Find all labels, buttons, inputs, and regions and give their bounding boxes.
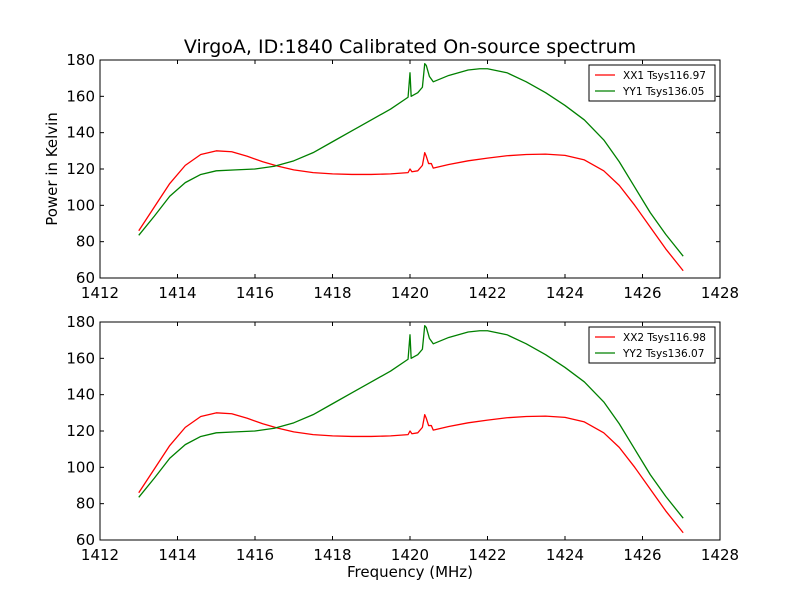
subplot-1: 1412 1414 1416 1418 1420 1422 1424 1426 1428 60 80… — [66, 51, 739, 302]
legend-entry: XX1 Tsys116.97 — [623, 70, 706, 82]
x-tick-label: 1428 — [701, 284, 739, 302]
x-tick-label: 1414 — [158, 546, 196, 564]
chart-title: VirgoA, ID:1840 Calibrated On-source spe… — [184, 36, 636, 58]
legend-entry: XX2 Tsys116.98 — [623, 332, 706, 344]
x-tick-label: 1424 — [546, 546, 584, 564]
y-tick-label: 60 — [76, 531, 95, 549]
legend-entry: YY2 Tsys136.07 — [622, 348, 704, 360]
x-tick-label: 1416 — [236, 546, 274, 564]
series-line-xx2 — [138, 412, 684, 534]
x-tick-label: 1428 — [701, 546, 739, 564]
x-tick-label: 1422 — [468, 284, 506, 302]
series-line-yy1 — [138, 62, 684, 257]
y-tick-label: 160 — [66, 349, 95, 367]
x-tick-label: 1412 — [81, 546, 119, 564]
y-tick-label: 120 — [66, 160, 95, 178]
x-tick-label: 1426 — [623, 284, 661, 302]
y-tick-label: 80 — [76, 495, 95, 513]
subplot-2: 1412 1414 1416 1418 1420 1422 1424 1426 1428 60 80… — [66, 313, 739, 564]
subplot-group: 1412 1414 1416 1418 1420 1422 1424 1426 1428 60 80… — [66, 51, 739, 564]
y-tick-label: 140 — [66, 124, 95, 142]
series-line-yy2 — [138, 324, 684, 519]
y-axis-label: Power in Kelvin — [43, 112, 61, 226]
legend-box — [588, 326, 716, 364]
legend-box — [588, 64, 716, 102]
y-tick-label: 100 — [66, 196, 95, 214]
legend: XX1 Tsys116.97 YY1 Tsys136.05 — [588, 64, 716, 102]
legend-entry: YY1 Tsys136.05 — [622, 86, 704, 98]
x-tick-label: 1420 — [391, 546, 429, 564]
y-tick-label: 180 — [66, 51, 95, 69]
y-tick-label: 160 — [66, 87, 95, 105]
x-axis-label: Frequency (MHz) — [347, 563, 473, 581]
legend: XX2 Tsys116.98 YY2 Tsys136.07 — [588, 326, 716, 364]
y-tick-label: 140 — [66, 386, 95, 404]
y-tick-label: 100 — [66, 458, 95, 476]
y-tick-label: 80 — [76, 233, 95, 251]
x-tick-label: 1414 — [158, 284, 196, 302]
y-tick-label: 180 — [66, 313, 95, 331]
x-tick-label: 1424 — [546, 284, 584, 302]
x-tick-label: 1418 — [313, 546, 351, 564]
series-line-xx1 — [138, 150, 684, 272]
x-tick-label: 1416 — [236, 284, 274, 302]
x-tick-label: 1426 — [623, 546, 661, 564]
y-tick-label: 120 — [66, 422, 95, 440]
y-tick-label: 60 — [76, 269, 95, 287]
x-tick-label: 1420 — [391, 284, 429, 302]
x-tick-label: 1418 — [313, 284, 351, 302]
x-tick-label: 1422 — [468, 546, 506, 564]
x-tick-label: 1412 — [81, 284, 119, 302]
